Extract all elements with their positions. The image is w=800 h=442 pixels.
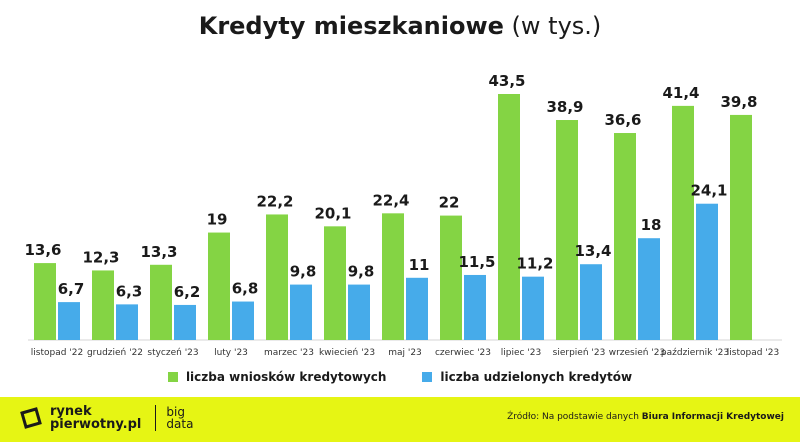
data-label-granted: 9,8 [348, 263, 375, 281]
data-label-granted: 24,1 [690, 182, 727, 200]
bar-applications [614, 133, 636, 340]
data-label-applications: 41,4 [662, 84, 699, 102]
legend-swatch-granted [422, 372, 433, 382]
logo: rynek pierwotny.pl big data [20, 405, 193, 431]
data-label-granted: 6,8 [232, 280, 259, 298]
bar-applications [324, 226, 346, 340]
x-tick-label: grudzień '22 [87, 348, 143, 358]
data-label-applications: 36,6 [604, 111, 641, 129]
bar-applications [92, 270, 114, 340]
bar-granted [464, 274, 486, 340]
legend-item-granted: liczba udzielonych kredytów [422, 370, 632, 384]
x-tick-label: czerwiec '23 [435, 348, 491, 358]
x-tick-label: lipiec '23 [501, 348, 542, 358]
chart-title-main: Kredyty mieszkaniowe [198, 12, 504, 40]
bar-granted [58, 302, 80, 340]
source-prefix: Źródło: Na podstawie danych [507, 412, 639, 422]
logo-divider [155, 405, 157, 431]
data-label-applications: 13,3 [140, 243, 177, 261]
x-tick-label: luty '23 [214, 348, 248, 358]
data-label-applications: 19 [207, 211, 228, 229]
legend-swatch-applications [167, 372, 178, 382]
bigdata-line-1: big [166, 405, 185, 419]
data-label-applications: 38,9 [546, 98, 583, 116]
data-label-applications: 43,5 [488, 72, 525, 90]
logo-wordmark: rynek pierwotny.pl [50, 405, 141, 431]
logo-line-2: pierwotny.pl [50, 417, 142, 432]
data-label-applications: 39,8 [720, 93, 757, 111]
x-tick-label: kwiecień '23 [319, 348, 375, 358]
bigdata-wordmark: big data [166, 406, 193, 430]
bar-granted [522, 276, 544, 340]
logo-mark-icon [20, 407, 42, 429]
x-tick-label: sierpień '23 [553, 348, 606, 358]
data-label-applications: 22,2 [256, 192, 293, 210]
data-label-applications: 20,1 [314, 204, 351, 222]
data-label-granted: 13,4 [574, 242, 611, 260]
x-tick-label: marzec '23 [264, 348, 314, 358]
data-label-granted: 6,3 [116, 282, 143, 300]
bar-granted [406, 277, 428, 340]
data-label-granted: 18 [641, 216, 662, 234]
x-tick-label: listopad '23 [727, 348, 779, 358]
x-tick-label: wrzesień '23 [609, 348, 666, 358]
bar-applications [150, 264, 172, 340]
x-tick-label: listopad '22 [31, 348, 83, 358]
bar-granted [290, 284, 312, 340]
data-label-granted: 6,7 [58, 280, 85, 298]
chart-legend: liczba wniosków kredytowych liczba udzie… [0, 370, 800, 384]
legend-label-granted: liczba udzielonych kredytów [440, 370, 633, 384]
bigdata-line-2: data [166, 417, 194, 431]
footer-bar: rynek pierwotny.pl big data Źródło: Na p… [0, 397, 800, 442]
x-tick-label: styczeń '23 [147, 348, 198, 358]
legend-label-applications: liczba wniosków kredytowych [185, 370, 387, 384]
bar-granted [348, 284, 370, 340]
chart-title: Kredyty mieszkaniowe (w tys.) [0, 12, 800, 40]
x-tick-label: październik '23 [661, 348, 729, 358]
bar-chart: 13,6 6,7 listopad '22 12,3 6,3 grudzień '22 13… [24, 72, 782, 358]
data-label-granted: 11,2 [516, 255, 553, 273]
chart-title-unit: (w tys.) [511, 12, 602, 40]
bar-applications [672, 105, 694, 341]
data-label-applications: 13,6 [24, 241, 61, 259]
source-bold: Biura Informacji Kredytowej [641, 412, 784, 422]
bar-granted [116, 304, 138, 340]
bar-granted [696, 203, 718, 340]
data-label-applications: 22,4 [372, 191, 409, 209]
data-label-granted: 9,8 [290, 263, 317, 281]
logo-line-1: rynek [50, 404, 92, 419]
bar-granted [174, 304, 196, 340]
data-label-applications: 22 [439, 194, 460, 212]
source-note: Źródło: Na podstawie danych Biura Inform… [507, 412, 784, 422]
data-label-granted: 6,2 [174, 283, 201, 301]
bar-applications [556, 120, 578, 340]
x-tick-label: maj '23 [388, 348, 422, 358]
data-label-granted: 11 [409, 256, 430, 274]
bar-applications [730, 114, 752, 341]
bar-granted [580, 264, 602, 340]
bar-applications [382, 213, 404, 340]
legend-item-applications: liczba wniosków kredytowych [167, 370, 387, 384]
bar-applications [208, 232, 230, 340]
bar-granted [232, 301, 254, 340]
data-label-applications: 12,3 [82, 248, 119, 266]
bar-applications [34, 263, 56, 340]
data-label-granted: 11,5 [458, 253, 495, 271]
bar-applications [498, 94, 520, 340]
bar-granted [638, 238, 660, 340]
bar-applications [440, 215, 462, 340]
bar-applications [266, 214, 288, 340]
